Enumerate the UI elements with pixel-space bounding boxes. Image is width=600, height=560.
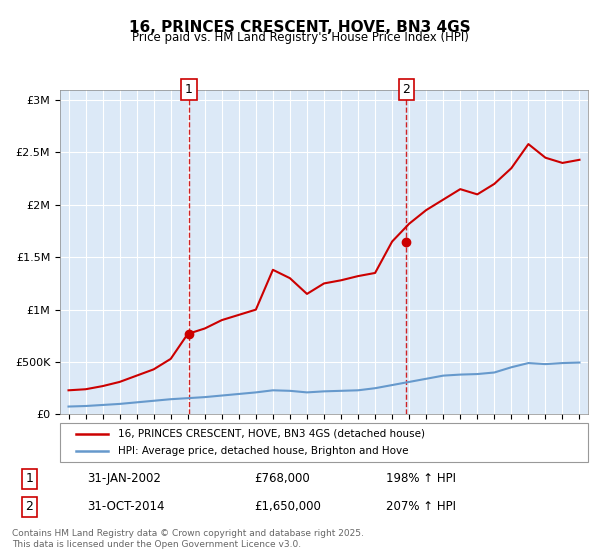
FancyBboxPatch shape [60, 423, 588, 462]
Text: 2: 2 [403, 83, 410, 96]
Text: £1,650,000: £1,650,000 [254, 500, 321, 514]
Text: 207% ↑ HPI: 207% ↑ HPI [386, 500, 457, 514]
Text: 16, PRINCES CRESCENT, HOVE, BN3 4GS (detached house): 16, PRINCES CRESCENT, HOVE, BN3 4GS (det… [118, 429, 425, 439]
Text: 1: 1 [185, 83, 193, 96]
Text: HPI: Average price, detached house, Brighton and Hove: HPI: Average price, detached house, Brig… [118, 446, 409, 456]
Text: £768,000: £768,000 [254, 472, 310, 486]
Text: Price paid vs. HM Land Registry's House Price Index (HPI): Price paid vs. HM Land Registry's House … [131, 31, 469, 44]
Text: 31-OCT-2014: 31-OCT-2014 [87, 500, 164, 514]
Text: Contains HM Land Registry data © Crown copyright and database right 2025.
This d: Contains HM Land Registry data © Crown c… [12, 529, 364, 549]
Text: 31-JAN-2002: 31-JAN-2002 [87, 472, 161, 486]
Text: 198% ↑ HPI: 198% ↑ HPI [386, 472, 457, 486]
Text: 1: 1 [25, 472, 33, 486]
Text: 2: 2 [25, 500, 33, 514]
Text: 16, PRINCES CRESCENT, HOVE, BN3 4GS: 16, PRINCES CRESCENT, HOVE, BN3 4GS [129, 20, 471, 35]
